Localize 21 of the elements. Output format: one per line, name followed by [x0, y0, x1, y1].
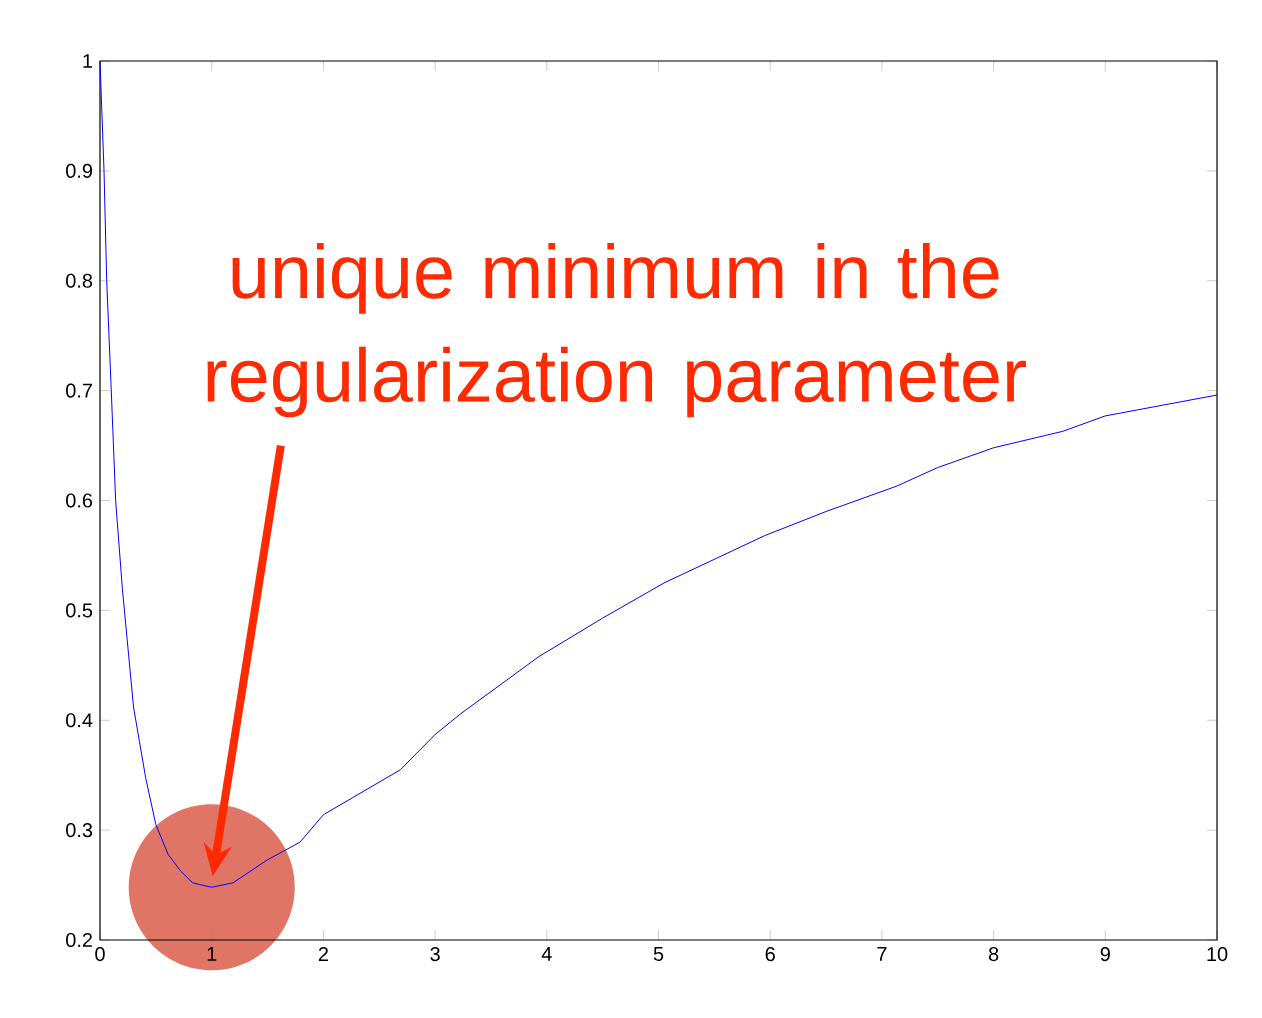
y-tick-label: 0.2	[66, 932, 92, 948]
x-tick-label: 6	[765, 947, 775, 962]
y-tick-label: 0.5	[66, 603, 93, 618]
x-tick-label: 2	[318, 947, 328, 961]
x-tick-label: 4	[541, 947, 552, 961]
x-tick-label: 3	[430, 947, 440, 962]
x-tick-label: 7	[877, 947, 887, 961]
x-tick-label: 1	[207, 947, 217, 961]
y-tick-label: 0.8	[66, 273, 93, 288]
y-tick-label: 0.9	[66, 163, 93, 178]
x-tick-label: 0	[95, 947, 105, 962]
y-tick-label: 0.3	[66, 823, 93, 838]
x-tick-label: 5	[653, 947, 664, 961]
y-tick-label: 0.7	[66, 383, 92, 398]
x-tick-label: 9	[1100, 947, 1110, 962]
annotation: unique minimum in the regularization parameter	[207, 243, 1026, 418]
y-tick-label: 0.4	[66, 713, 93, 728]
y-tick-label: 1	[83, 54, 92, 68]
x-tick-label: 10	[1207, 947, 1228, 962]
y-tick-label: 0.6	[66, 493, 93, 508]
x-tick-label: 8	[988, 947, 999, 962]
